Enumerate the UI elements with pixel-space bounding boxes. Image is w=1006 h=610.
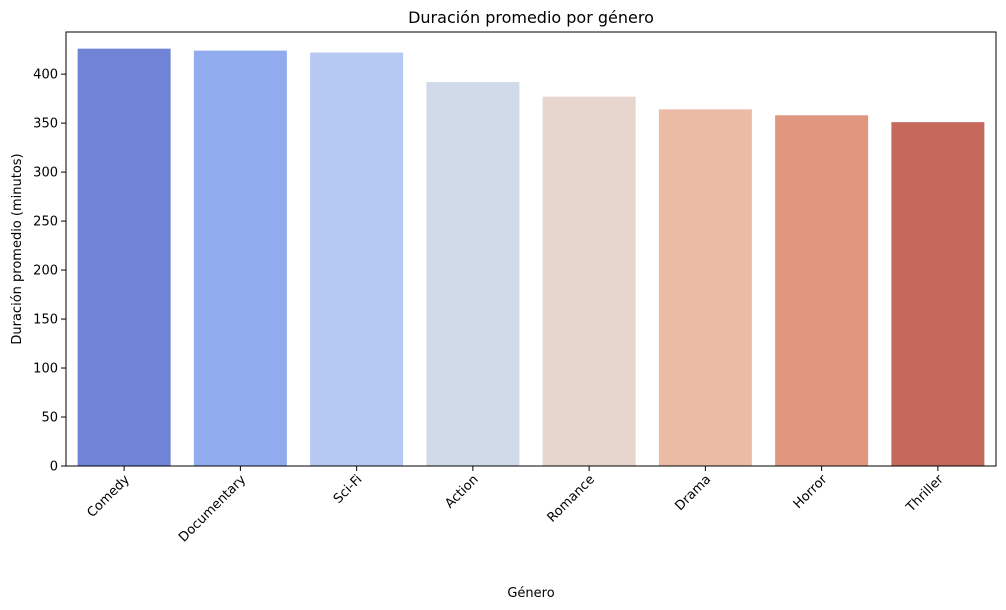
y-tick-label: 350 (33, 117, 58, 132)
bar-documentary (193, 50, 287, 467)
bar-sci-fi (310, 52, 404, 466)
y-tick-label: 250 (33, 215, 58, 230)
x-tick-label: Documentary (176, 472, 249, 545)
chart-title: Duración promedio por género (408, 8, 654, 27)
bars-layer (77, 48, 985, 467)
plot-frame (65, 31, 997, 467)
y-tick-label: 400 (33, 68, 58, 83)
bar-action (426, 81, 520, 467)
x-tick-label: Horror (791, 472, 831, 512)
y-tick-label: 50 (41, 411, 58, 426)
y-tick-label: 0 (50, 460, 58, 475)
bar-romance (542, 96, 636, 466)
bar-thriller (891, 122, 985, 467)
x-tick-label: Romance (545, 472, 598, 525)
x-tick-label: Sci-Fi (331, 472, 366, 507)
y-tick-label: 150 (33, 313, 58, 328)
y-tick-label: 100 (33, 362, 58, 377)
y-tick-label: 300 (33, 166, 58, 181)
x-axis: Comedy Documentary Sci-Fi Action Romance Dram… (84, 466, 947, 545)
x-tick-label: Comedy (84, 472, 133, 521)
y-axis-label: Duración promedio (minutos) (10, 153, 25, 344)
bar-comedy (77, 48, 171, 466)
y-axis: 0 50 100 150 200 250 300 350 400 (33, 68, 66, 475)
x-axis-label: Género (507, 586, 554, 601)
bar-horror (775, 115, 869, 467)
x-tick-label: Drama (673, 472, 715, 514)
bar-drama (658, 109, 752, 467)
y-tick-label: 200 (33, 264, 58, 279)
x-tick-label: Thriller (903, 472, 947, 516)
x-tick-label: Action (442, 472, 481, 511)
